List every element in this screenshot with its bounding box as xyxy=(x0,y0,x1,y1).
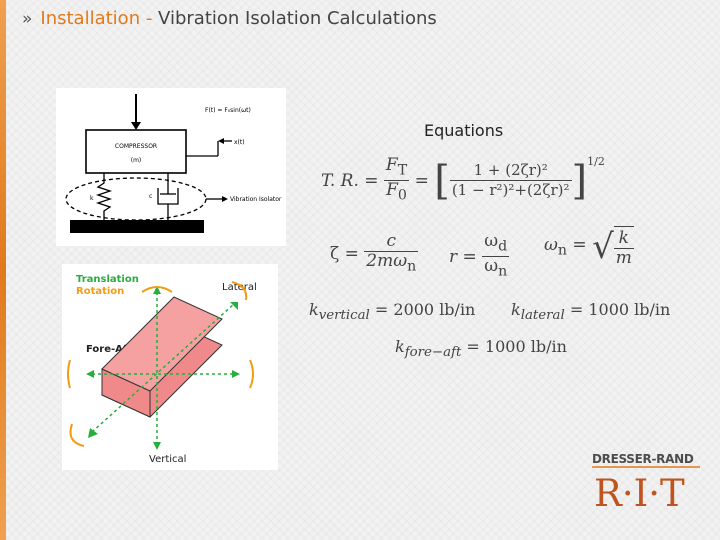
translation-arrow-heads xyxy=(86,286,240,450)
dresser-rand-rit-logo: DRESSER-RAND R·I·T xyxy=(590,450,702,515)
equations-heading: Equations xyxy=(424,121,504,140)
dof-diagram: Translation Rotation Lateral Fore-Aft Ve… xyxy=(62,264,278,470)
logo-letters: R·I·T xyxy=(594,472,685,512)
page-title: » Installation - Vibration Isolation Calc… xyxy=(22,6,437,32)
chevron-icon: » xyxy=(22,9,33,29)
spring-symbol xyxy=(95,173,113,220)
mass-label: (m) xyxy=(131,157,142,164)
lateral-label: Lateral xyxy=(222,282,257,293)
rotation-arrows xyxy=(67,281,254,447)
isolator-outline xyxy=(65,177,207,221)
sqrt-icon: √ xyxy=(592,227,614,267)
vertical-label: Vertical xyxy=(149,454,186,465)
displacement-label: x(t) xyxy=(234,139,245,146)
title-section: Installation - xyxy=(40,8,159,29)
force-label: F(t) = F₀sin(ωt) xyxy=(205,107,251,114)
title-topic: Vibration Isolation Calculations xyxy=(158,8,437,29)
omega-equation: ωn = √ k m xyxy=(544,226,634,268)
spring-label: k xyxy=(90,195,94,202)
logo-company: DRESSER-RAND xyxy=(592,452,694,466)
accent-bar xyxy=(0,0,6,540)
translation-label: Translation xyxy=(76,274,139,285)
isolator-pointer-head xyxy=(222,196,228,202)
tr-lhs: T. R. = xyxy=(321,170,379,191)
rotation-label: Rotation xyxy=(76,286,124,297)
isolator-label: Vibration Isolator xyxy=(230,196,282,203)
zeta-equation: ζ = c 2mωn xyxy=(330,231,419,275)
k-fore-aft-equation: kfore−aft = 1000 lb/in xyxy=(395,337,567,361)
dof-schematic: Translation Rotation Lateral Fore-Aft Ve… xyxy=(67,274,257,465)
compressor-schematic: F(t) = F₀sin(ωt) COMPRESSOR (m) x(t) k c… xyxy=(65,94,282,233)
fore-aft-label: Fore-Aft xyxy=(86,344,132,355)
k-lateral-equation: klateral = 1000 lb/in xyxy=(511,300,671,324)
compressor-block xyxy=(85,129,187,174)
translation-arrows xyxy=(91,292,235,444)
tr-exponent: 1/2 xyxy=(587,154,605,168)
logo-graphic: DRESSER-RAND R·I·T xyxy=(592,452,700,515)
ground-base xyxy=(70,220,204,233)
transmissibility-equation: T. R. = FT F0 = [ 1 + (2ζr)² (1 − r²)²+(… xyxy=(321,154,605,204)
force-arrow-head xyxy=(131,122,141,130)
k-vertical-equation: kvertical = 2000 lb/in xyxy=(309,300,476,324)
damper-label: c xyxy=(149,193,152,200)
beam-block xyxy=(101,296,223,418)
displacement-arrow-head xyxy=(218,138,224,144)
r-equation: r = ωd ωn xyxy=(449,231,510,280)
compressor-label: COMPRESSOR xyxy=(115,143,157,150)
compressor-diagram: F(t) = F₀sin(ωt) COMPRESSOR (m) x(t) k c… xyxy=(56,88,286,246)
